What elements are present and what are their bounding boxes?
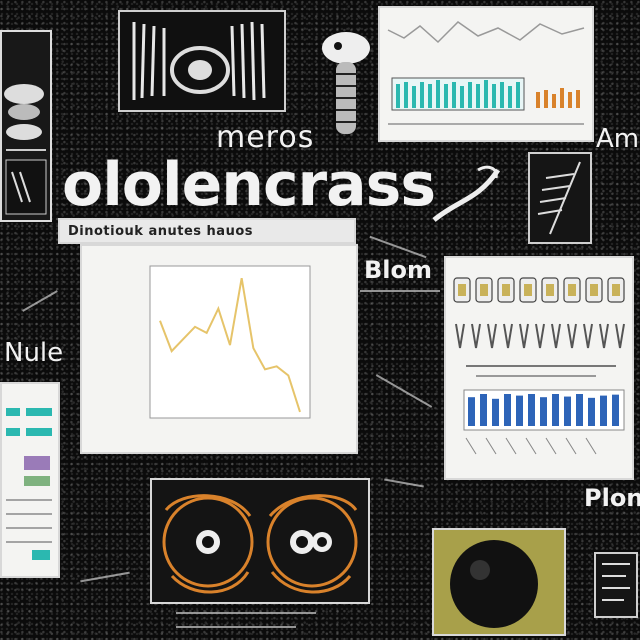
orange-cell-panel (150, 478, 370, 604)
title-small-word: meros (216, 120, 315, 155)
right-top-word: Am (596, 124, 640, 154)
left-mid-word: Nule (4, 338, 64, 368)
streak (22, 290, 58, 312)
sphere-panel (432, 528, 566, 636)
top-left-thumbnail (0, 30, 52, 222)
streak (176, 626, 296, 628)
right-bar-panel (444, 256, 634, 480)
streak (369, 235, 427, 259)
top-dark-image (118, 10, 286, 112)
orange-cell-icon (162, 494, 358, 594)
top-right-panel (378, 6, 594, 142)
streak (384, 478, 424, 488)
bar (588, 397, 595, 426)
skeleton-illustration (120, 12, 284, 110)
streak (375, 374, 433, 408)
title-main-word: ololencrass (62, 150, 436, 220)
dark-sphere-icon (434, 530, 564, 634)
feather-sketch-icon (537, 161, 581, 235)
bar (552, 394, 559, 426)
bar (540, 397, 547, 426)
bar (516, 395, 523, 426)
bar (612, 394, 619, 426)
mini-dashboard (387, 21, 585, 125)
bar (480, 394, 487, 426)
streak (80, 571, 130, 583)
bar-chart (453, 277, 625, 455)
bar (564, 396, 571, 426)
right-mid-word: Blom (364, 256, 433, 284)
bar (504, 394, 511, 426)
bottom-right-panel (594, 552, 638, 618)
fish-skeleton-icon (322, 32, 370, 134)
fish-sketch-icon (4, 84, 47, 215)
right-bottom-word: Plon (584, 484, 640, 512)
bar (576, 394, 583, 426)
streak (360, 290, 440, 292)
curl-icon (432, 165, 501, 222)
line-chart (149, 265, 311, 419)
bottom-right-sketch (602, 563, 630, 601)
table-sketch (6, 408, 52, 560)
left-table-panel (0, 382, 60, 578)
bar (468, 397, 475, 426)
chart-plot-area (149, 265, 311, 419)
right-sketch-panel (528, 152, 592, 244)
streak (176, 612, 316, 614)
center-header-strip: Dinotiouk anutes hauos (58, 218, 356, 244)
line-chart-panel (80, 244, 358, 454)
bar (492, 398, 499, 426)
bar (528, 394, 535, 426)
bar (600, 395, 607, 426)
center-header-text: Dinotiouk anutes hauos (68, 224, 253, 239)
